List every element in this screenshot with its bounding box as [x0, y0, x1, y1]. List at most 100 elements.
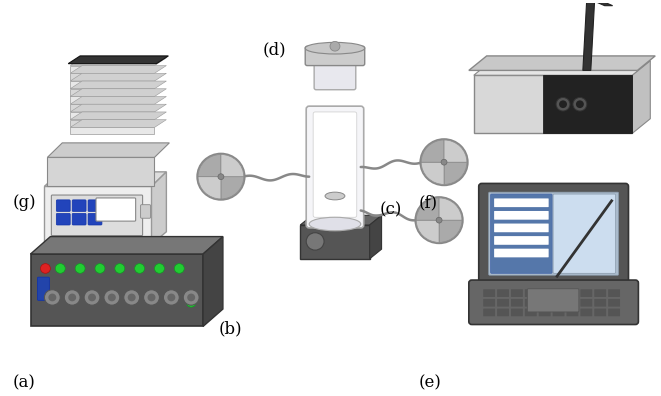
- Text: (e): (e): [419, 374, 442, 391]
- FancyBboxPatch shape: [494, 211, 549, 220]
- Polygon shape: [70, 81, 167, 89]
- Polygon shape: [48, 157, 155, 187]
- FancyBboxPatch shape: [314, 59, 356, 90]
- Circle shape: [88, 293, 96, 301]
- FancyBboxPatch shape: [56, 200, 70, 211]
- FancyBboxPatch shape: [96, 198, 136, 221]
- FancyBboxPatch shape: [608, 289, 620, 297]
- FancyBboxPatch shape: [608, 308, 620, 316]
- Wedge shape: [221, 177, 244, 199]
- FancyBboxPatch shape: [511, 308, 523, 316]
- FancyBboxPatch shape: [305, 46, 365, 66]
- Polygon shape: [70, 66, 155, 72]
- Polygon shape: [70, 104, 167, 112]
- Text: (g): (g): [13, 194, 36, 211]
- Polygon shape: [70, 120, 167, 128]
- Circle shape: [330, 42, 340, 51]
- Text: (d): (d): [263, 41, 287, 58]
- FancyBboxPatch shape: [553, 194, 615, 273]
- Circle shape: [95, 264, 105, 273]
- Circle shape: [135, 264, 145, 273]
- Circle shape: [175, 264, 184, 273]
- Polygon shape: [70, 104, 155, 111]
- FancyBboxPatch shape: [490, 194, 552, 273]
- Polygon shape: [369, 215, 381, 259]
- FancyBboxPatch shape: [141, 205, 151, 218]
- Circle shape: [420, 139, 468, 185]
- FancyBboxPatch shape: [488, 192, 619, 275]
- FancyBboxPatch shape: [497, 299, 509, 307]
- FancyBboxPatch shape: [88, 213, 102, 225]
- Polygon shape: [543, 75, 633, 133]
- Circle shape: [64, 290, 80, 305]
- Wedge shape: [421, 140, 444, 162]
- Wedge shape: [439, 220, 462, 242]
- Polygon shape: [70, 73, 155, 80]
- FancyBboxPatch shape: [594, 289, 606, 297]
- Circle shape: [163, 290, 179, 305]
- FancyBboxPatch shape: [52, 195, 143, 236]
- Polygon shape: [70, 112, 167, 120]
- Polygon shape: [70, 97, 155, 103]
- FancyBboxPatch shape: [511, 299, 523, 307]
- Circle shape: [40, 264, 50, 273]
- FancyBboxPatch shape: [494, 198, 549, 207]
- Wedge shape: [444, 162, 467, 185]
- Polygon shape: [587, 0, 613, 6]
- Polygon shape: [151, 172, 167, 244]
- FancyBboxPatch shape: [483, 289, 495, 297]
- Circle shape: [124, 290, 139, 305]
- Polygon shape: [300, 225, 369, 259]
- Circle shape: [108, 293, 116, 301]
- FancyBboxPatch shape: [580, 289, 592, 297]
- FancyBboxPatch shape: [38, 277, 50, 300]
- FancyBboxPatch shape: [580, 299, 592, 307]
- Wedge shape: [198, 177, 221, 199]
- Wedge shape: [416, 220, 439, 242]
- FancyBboxPatch shape: [494, 249, 549, 257]
- Circle shape: [75, 264, 85, 273]
- Text: (a): (a): [13, 374, 36, 391]
- Circle shape: [556, 97, 570, 111]
- Circle shape: [44, 290, 60, 305]
- Polygon shape: [70, 112, 155, 119]
- Polygon shape: [469, 56, 655, 70]
- Polygon shape: [70, 128, 155, 134]
- Circle shape: [218, 174, 224, 179]
- FancyBboxPatch shape: [553, 308, 564, 316]
- Circle shape: [147, 293, 155, 301]
- Circle shape: [197, 154, 245, 200]
- Text: (c): (c): [379, 202, 402, 219]
- Polygon shape: [300, 215, 381, 225]
- Circle shape: [576, 100, 584, 108]
- Circle shape: [115, 264, 125, 273]
- Ellipse shape: [305, 42, 365, 54]
- FancyBboxPatch shape: [497, 289, 509, 297]
- Polygon shape: [70, 120, 155, 126]
- FancyBboxPatch shape: [494, 236, 549, 245]
- Circle shape: [186, 297, 196, 307]
- Ellipse shape: [309, 217, 361, 231]
- Polygon shape: [203, 236, 223, 326]
- FancyBboxPatch shape: [479, 183, 629, 286]
- Polygon shape: [70, 89, 155, 95]
- FancyBboxPatch shape: [306, 106, 364, 228]
- FancyBboxPatch shape: [553, 289, 564, 297]
- FancyBboxPatch shape: [72, 200, 86, 211]
- Circle shape: [573, 97, 587, 111]
- FancyBboxPatch shape: [594, 299, 606, 307]
- Circle shape: [306, 233, 324, 250]
- FancyBboxPatch shape: [88, 200, 102, 211]
- Ellipse shape: [325, 192, 345, 200]
- Polygon shape: [474, 75, 633, 133]
- FancyBboxPatch shape: [539, 289, 551, 297]
- Wedge shape: [198, 154, 221, 177]
- FancyBboxPatch shape: [56, 213, 70, 225]
- Polygon shape: [30, 236, 223, 254]
- Polygon shape: [70, 58, 167, 66]
- FancyBboxPatch shape: [566, 308, 578, 316]
- Circle shape: [559, 100, 567, 108]
- Circle shape: [84, 290, 100, 305]
- FancyBboxPatch shape: [539, 299, 551, 307]
- Wedge shape: [416, 198, 439, 220]
